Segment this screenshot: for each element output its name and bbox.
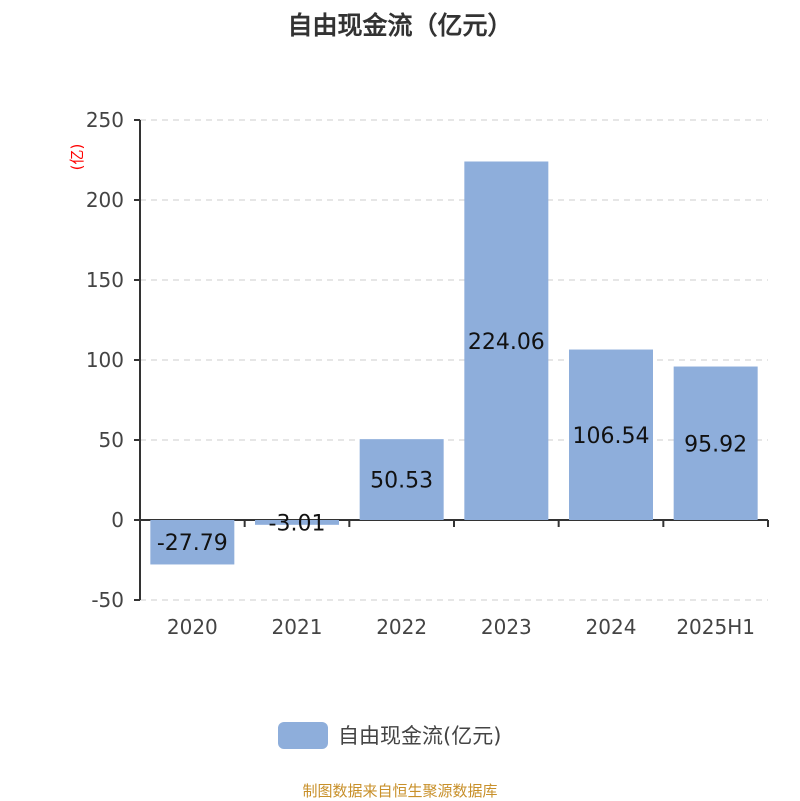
data-label: 224.06	[468, 330, 545, 355]
y-axis-label: (亿)	[68, 144, 86, 171]
y-tick-label: 150	[86, 268, 124, 292]
legend-label: 自由现金流(亿元)	[338, 724, 501, 748]
y-tick-label: 100	[86, 348, 124, 372]
y-tick-label: -50	[91, 588, 124, 612]
x-tick-label: 2021	[272, 615, 323, 639]
y-tick-label: 50	[99, 428, 124, 452]
chart-title: 自由现金流（亿元）	[287, 11, 513, 40]
y-tick-label: 0	[111, 508, 124, 532]
x-tick-label: 2020	[167, 615, 218, 639]
data-label: 106.54	[573, 424, 650, 449]
x-tick-label: 2022	[376, 615, 427, 639]
data-source: 制图数据来自恒生聚源数据库	[302, 782, 498, 800]
bar	[255, 520, 339, 525]
x-tick-label: 2025H1	[676, 615, 755, 639]
bar	[150, 520, 235, 565]
legend-swatch	[278, 722, 328, 749]
bar	[464, 161, 549, 520]
bar	[673, 366, 758, 520]
data-label: 50.53	[370, 469, 433, 494]
data-label: -3.01	[269, 511, 326, 536]
bar	[569, 349, 653, 520]
data-label: -27.79	[157, 531, 228, 556]
y-tick-label: 200	[86, 188, 124, 212]
bar	[359, 439, 444, 520]
x-tick-label: 2023	[481, 615, 532, 639]
data-label: 95.92	[684, 432, 747, 457]
x-tick-label: 2024	[586, 615, 637, 639]
y-tick-label: 250	[86, 108, 124, 132]
